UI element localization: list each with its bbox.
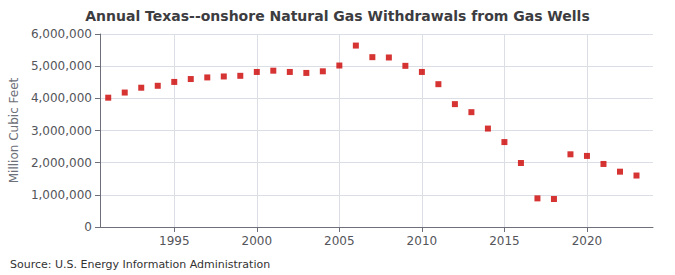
svg-text:2,000,000: 2,000,000 [31, 156, 92, 170]
svg-text:2010: 2010 [407, 234, 438, 248]
svg-text:2005: 2005 [324, 234, 355, 248]
svg-text:1995: 1995 [159, 234, 190, 248]
svg-text:Million Cubic Feet: Million Cubic Feet [7, 77, 21, 183]
svg-text:1,000,000: 1,000,000 [31, 188, 92, 202]
svg-text:2015: 2015 [489, 234, 520, 248]
svg-text:6,000,000: 6,000,000 [31, 27, 92, 41]
svg-text:2020: 2020 [572, 234, 603, 248]
svg-text:2000: 2000 [242, 234, 273, 248]
svg-text:Annual Texas--onshore Natural: Annual Texas--onshore Natural Gas Withdr… [85, 8, 590, 24]
svg-text:0: 0 [84, 220, 92, 234]
svg-text:5,000,000: 5,000,000 [31, 59, 92, 73]
svg-text:4,000,000: 4,000,000 [31, 91, 92, 105]
svg-text:3,000,000: 3,000,000 [31, 124, 92, 138]
svg-text:Source: U.S. Energy Informatio: Source: U.S. Energy Information Administ… [10, 258, 270, 271]
